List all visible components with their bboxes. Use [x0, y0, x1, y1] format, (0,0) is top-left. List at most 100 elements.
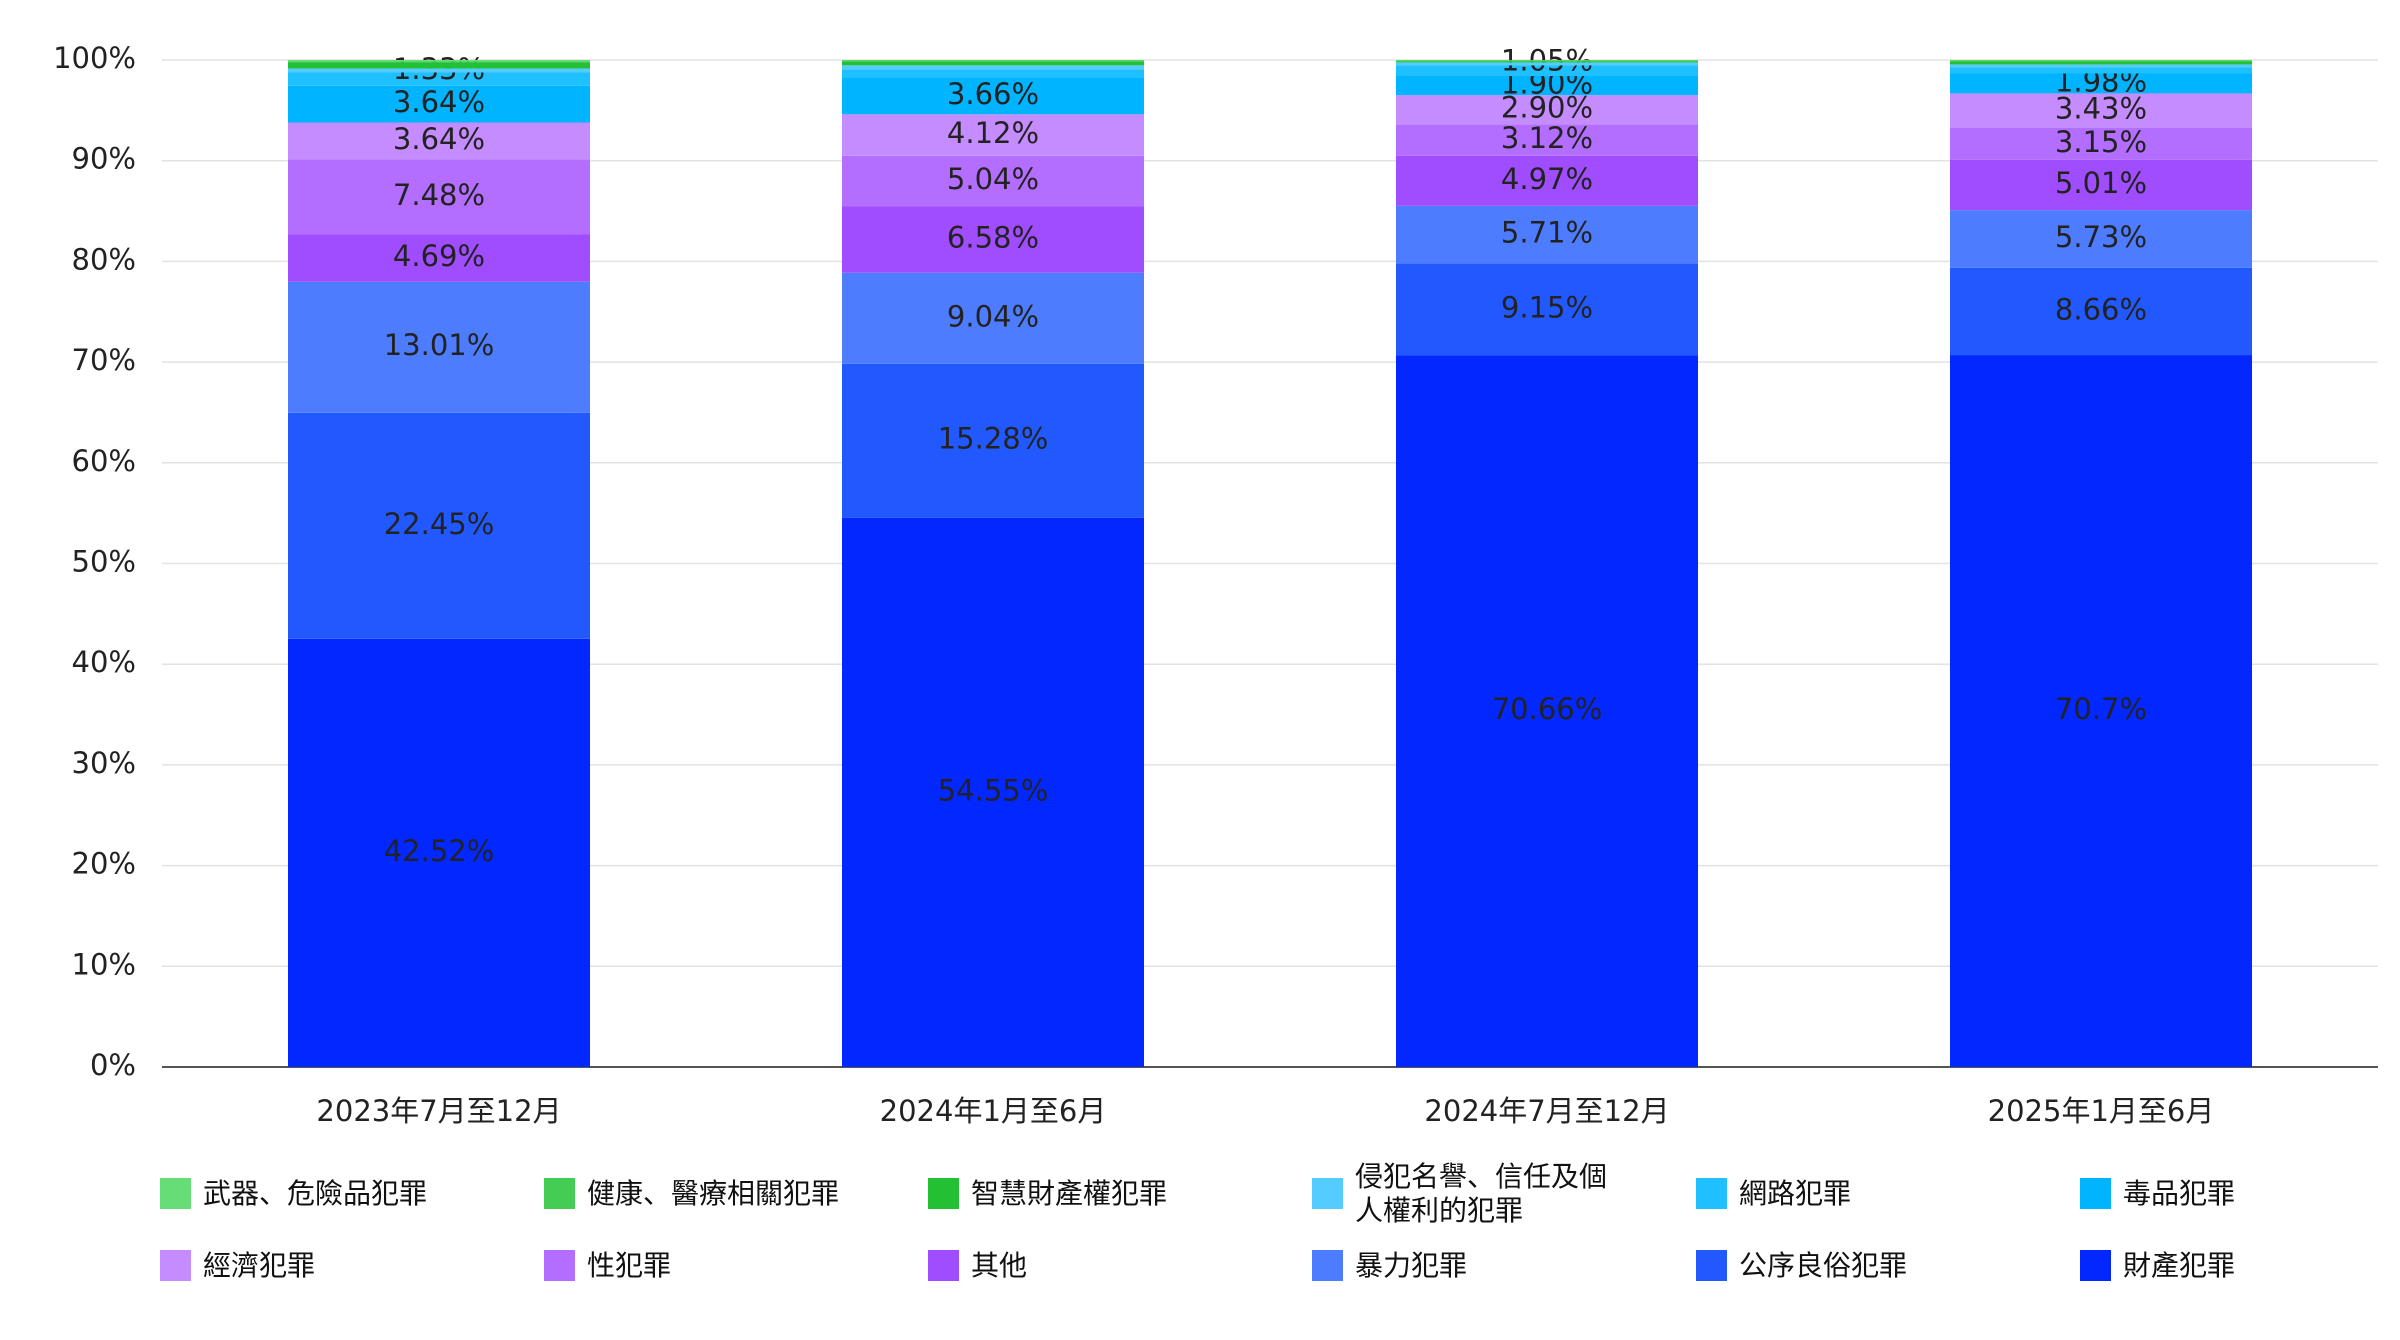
legend-item: 武器、危險品犯罪	[160, 1160, 544, 1227]
y-tick-label: 40%	[72, 645, 136, 679]
value-label: 9.15%	[1501, 290, 1593, 324]
y-tick-label: 50%	[72, 545, 136, 579]
value-label: 70.7%	[2055, 692, 2147, 726]
value-label: 2.90%	[1501, 91, 1593, 125]
legend-item: 公序良俗犯罪	[1696, 1249, 2080, 1283]
bar-segment	[1950, 267, 2252, 356]
legend-item: 毒品犯罪	[2080, 1160, 2400, 1227]
bar-segment	[842, 155, 1144, 207]
y-tick-label: 80%	[72, 242, 136, 276]
x-tick-label: 2023年7月至12月	[316, 1094, 561, 1128]
value-label: 15.28%	[938, 422, 1049, 456]
value-label: 3.64%	[393, 85, 485, 119]
bar-segment	[842, 114, 1144, 156]
legend-label: 其他	[971, 1249, 1028, 1283]
legend-item: 性犯罪	[544, 1249, 928, 1283]
bar-segment	[1396, 205, 1698, 264]
bar-segment	[1396, 62, 1698, 66]
legend-swatch	[1312, 1250, 1343, 1282]
bar-segment	[1950, 93, 2252, 128]
legend-label: 智慧財產權犯罪	[971, 1176, 1168, 1210]
x-tick-label: 2024年7月至12月	[1424, 1094, 1669, 1128]
y-tick-label: 90%	[72, 142, 136, 176]
bar-segment	[1396, 155, 1698, 206]
y-tick-label: 30%	[72, 746, 136, 780]
y-tick-label: 60%	[72, 444, 136, 478]
legend-swatch	[928, 1178, 959, 1210]
value-label: 6.58%	[947, 221, 1039, 255]
legend-label: 健康、醫療相關犯罪	[587, 1176, 840, 1210]
bar-segment	[1396, 124, 1698, 156]
bar-segment	[1396, 95, 1698, 125]
value-label: 5.01%	[2055, 166, 2147, 200]
legend-label: 武器、危險品犯罪	[203, 1176, 428, 1210]
bar-segment	[1950, 210, 2252, 268]
value-label: 3.64%	[393, 122, 485, 156]
bar-segment	[1950, 159, 2252, 211]
bar-segment	[288, 122, 590, 160]
legend-item: 其他	[928, 1249, 1312, 1283]
bar-segment	[1950, 73, 2252, 94]
value-label: 13.01%	[384, 328, 495, 362]
legend-label: 暴力犯罪	[1355, 1249, 1468, 1283]
bar-segment	[842, 517, 1144, 1067]
bar-segment	[1396, 65, 1698, 77]
bar-segment	[1950, 355, 2252, 1067]
bar-segment	[842, 60, 1144, 62]
legend-item: 網路犯罪	[1696, 1160, 2080, 1227]
value-label: 42.52%	[384, 834, 495, 868]
bar-segment	[1396, 60, 1698, 62]
chart: 0% 10% 20% 30% 40% 50% 60% 70% 80% 90% 100% 2023年7月…	[53, 41, 2378, 1128]
value-label: 3.43%	[2055, 92, 2147, 126]
legend-item: 健康、醫療相關犯罪	[544, 1160, 928, 1227]
legend-swatch	[160, 1178, 191, 1210]
y-tick-label: 0%	[90, 1048, 136, 1082]
bar-segment	[288, 68, 590, 73]
bar-segment	[842, 69, 1144, 78]
legend-label: 性犯罪	[587, 1249, 672, 1283]
legend-label: 經濟犯罪	[203, 1249, 316, 1283]
value-label: 54.55%	[938, 773, 1049, 807]
bar-segment	[842, 206, 1144, 273]
value-label: 5.71%	[1501, 216, 1593, 250]
legend-item: 財產犯罪	[2080, 1249, 2400, 1283]
value-label: 3.15%	[2055, 125, 2147, 159]
value-label: 4.97%	[1501, 162, 1593, 196]
y-tick-label: 10%	[72, 947, 136, 981]
bar-segment	[1950, 61, 2252, 65]
legend-label: 網路犯罪	[1739, 1176, 1852, 1210]
legend-swatch	[1696, 1178, 1727, 1210]
value-label: 5.04%	[947, 162, 1039, 196]
bar-segment	[288, 61, 590, 63]
y-tick-label: 20%	[72, 847, 136, 881]
y-tick-label: 70%	[72, 343, 136, 377]
legend: 武器、危險品犯罪 健康、醫療相關犯罪 智慧財產權犯罪 侵犯名譽、信任及個人權利的犯罪 網…	[160, 1160, 2400, 1283]
bar-segment	[1396, 263, 1698, 356]
value-label: 3.12%	[1501, 121, 1593, 155]
bar-segment	[1950, 60, 2252, 62]
value-label: 7.48%	[393, 178, 485, 212]
legend-swatch	[2080, 1250, 2111, 1282]
bar-segment	[1950, 127, 2252, 160]
bar-segment	[842, 65, 1144, 70]
value-label: 70.66%	[1492, 692, 1603, 726]
value-label: 22.45%	[384, 507, 495, 541]
bar-segment	[1396, 61, 1698, 63]
value-label: 4.69%	[393, 239, 485, 273]
legend-swatch	[1312, 1178, 1343, 1210]
bar-segment	[1950, 64, 2252, 68]
legend-label: 侵犯名譽、信任及個人權利的犯罪	[1355, 1160, 1608, 1227]
legend-swatch	[544, 1250, 575, 1282]
value-label: 3.66%	[947, 77, 1039, 111]
bar-segment	[842, 61, 1144, 66]
legend-swatch	[928, 1250, 959, 1282]
bar-segment	[288, 234, 590, 282]
value-label: 4.12%	[947, 116, 1039, 150]
value-label: 8.66%	[2055, 292, 2147, 326]
x-tick-label: 2025年1月至6月	[1988, 1094, 2215, 1128]
bar-segment	[842, 272, 1144, 364]
legend-swatch	[2080, 1178, 2111, 1210]
value-label: 9.04%	[947, 299, 1039, 333]
bar-segment	[842, 363, 1144, 518]
